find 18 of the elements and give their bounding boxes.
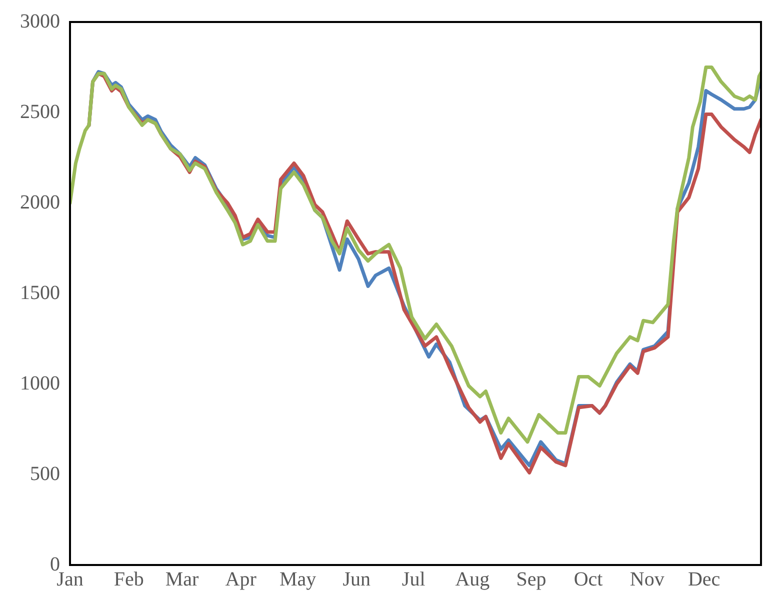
x-tick-label: Apr (225, 568, 257, 590)
y-tick-label: 2000 (20, 191, 60, 214)
y-tick-label: 3000 (20, 10, 60, 32)
x-tick-label: Feb (114, 568, 144, 590)
x-tick-label: Oct (574, 568, 604, 590)
x-tick-label: Sep (516, 568, 546, 590)
x-tick-label: Nov (630, 568, 664, 590)
y-tick-label: 2500 (20, 100, 60, 123)
x-tick-label: Aug (455, 568, 490, 590)
y-tick-label: 500 (30, 462, 60, 485)
y-tick-label: 0 (50, 553, 60, 576)
y-tick-label: 1500 (20, 282, 60, 304)
x-tick-label: Mar (165, 568, 199, 590)
x-tick-label: Jul (402, 568, 426, 590)
y-tick-label: 1000 (20, 372, 60, 394)
x-tick-label: Jun (342, 568, 371, 590)
x-tick-label: May (279, 568, 316, 590)
x-tick-label: Dec (688, 568, 720, 590)
